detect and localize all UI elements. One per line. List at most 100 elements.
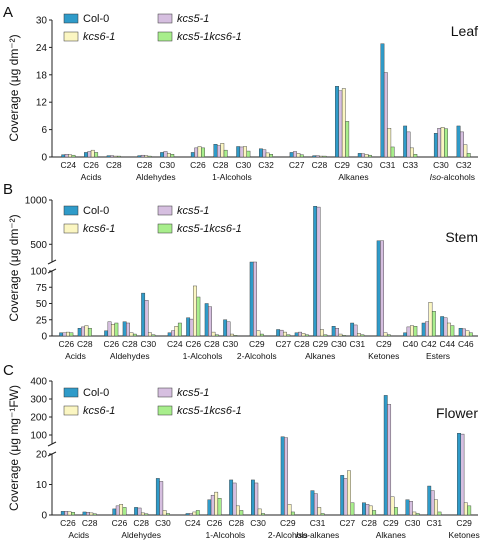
bar-flower-1-alcohols-c26-kcs5-1 — [210, 494, 215, 516]
bar-leaf-alkanes-c33-col-0 — [403, 125, 408, 158]
bar-flower-ketones-c29-kcs6-1 — [463, 502, 468, 516]
bar-stem-aldehydes-c30-kcs5-1kcs6-1 — [151, 334, 156, 337]
bar-flower-acids-c26-kcs5-1kcs6-1 — [71, 512, 75, 516]
bar-leaf-1-alcohols-c30-kcs5-1kcs6-1 — [246, 150, 251, 158]
bar-flower-alkanes-c31-col-0 — [427, 485, 432, 516]
bar-leaf-alkanes-c28-kcs5-1kcs6-1 — [322, 155, 327, 158]
bar-leaf-alkanes-c29-kcs6-1 — [341, 88, 346, 158]
bar-leaf-1-alcohols-c30-col-0 — [236, 146, 241, 158]
bar-stem-esters-c46-kcs6-1 — [465, 330, 470, 337]
bar-leaf-alkanes-c31-col-0 — [380, 43, 385, 158]
y-axis-label-stem: Coverage (μg dm⁻²) — [7, 214, 21, 321]
x-tick-label-leaf-2-1: C28 — [213, 160, 229, 170]
bar-leaf-alkanes-c31-kcs5-1 — [383, 72, 388, 158]
x-tick-label-leaf-2-0: C26 — [190, 160, 206, 170]
bar-stem-2-alcohols-c29-col-0 — [249, 261, 254, 337]
axes-layer — [47, 19, 478, 516]
bar-stem-acids-c28-col-0 — [77, 328, 82, 337]
bar-leaf-alkanes-c30-col-0 — [357, 153, 362, 158]
group-label-rest: -alcohols — [441, 172, 475, 182]
bar-flower-alkanes-c29-kcs5-1kcs6-1 — [394, 507, 398, 516]
bar-flower-iso-alkanes-c31-kcs6-1 — [317, 507, 322, 516]
bar-stem-aldehydes-c30-kcs5-1 — [144, 300, 149, 337]
bar-leaf-iso-alcohols-c30-kcs5-1kcs6-1 — [444, 128, 448, 158]
bar-stem-alkanes-c29-kcs6-1 — [320, 329, 324, 337]
legend-swatch-leaf-col-0 — [63, 13, 79, 24]
bar-stem-esters-c40-kcs5-1 — [406, 326, 411, 337]
bar-stem-1-alcohols-c24-kcs5-1 — [171, 330, 175, 337]
bar-leaf-alkanes-c33-kcs6-1 — [410, 147, 414, 158]
y-tick-label-stem-3: 75 — [36, 283, 48, 294]
legend-label-stem-kcs6-1: kcs6-1 — [83, 223, 115, 235]
bar-leaf-1-alcohols-c26-kcs6-1 — [197, 146, 202, 158]
bar-flower-alkanes-c30-kcs6-1 — [412, 511, 417, 516]
bar-stem-alkanes-c28-kcs5-1kcs6-1 — [304, 334, 309, 337]
bar-flower-acids-c26-kcs5-1 — [64, 511, 69, 516]
bar-flower-1-alcohols-c28-kcs5-1kcs6-1 — [239, 510, 244, 516]
bar-stem-alkanes-c31-kcs5-1 — [353, 324, 358, 337]
bar-stem-acids-c26-kcs5-1 — [62, 332, 67, 337]
x-tick-label-flower-1-2: C30 — [155, 518, 171, 528]
bar-stem-acids-c28-kcs5-1kcs6-1 — [87, 328, 92, 337]
bar-leaf-alkanes-c27-kcs5-1 — [293, 151, 297, 158]
x-tick-label-flower-4-0: C31 — [310, 518, 326, 528]
group-label-stem-0: Acids — [65, 351, 86, 361]
bar-stem-alkanes-c28-kcs5-1 — [298, 331, 302, 337]
group-label-leaf-2: 1-Alcohols — [212, 172, 252, 182]
legend-swatch-flower-col-0 — [63, 387, 79, 398]
group-label-leaf-4: Iso-alcohols — [430, 172, 475, 182]
group-label-italic-prefix: Iso — [430, 172, 442, 182]
bar-stem-alkanes-c27-col-0 — [276, 329, 281, 337]
group-label-stem-3: 2-Alcohols — [237, 351, 277, 361]
bar-flower-acids-c26-col-0 — [60, 511, 65, 516]
bar-leaf-alkanes-c31-kcs5-1kcs6-1 — [390, 146, 395, 158]
panel-label-stem: B — [3, 181, 13, 198]
tissue-title-leaf: Leaf — [451, 23, 478, 39]
bar-flower-alkanes-c28-kcs6-1 — [368, 505, 373, 516]
bar-flower-alkanes-c28-col-0 — [362, 502, 366, 516]
y-tick-label-flower-5: 300 — [30, 395, 47, 406]
bar-leaf-acids-c26-kcs5-1 — [87, 151, 92, 158]
group-label-flower-1: Aldehydes — [121, 530, 161, 540]
bar-flower-iso-alkanes-c31-kcs5-1kcs6-1 — [320, 513, 325, 516]
axis-break-mark-stem-1 — [47, 259, 57, 265]
group-label-flower-2: 1-Alcohols — [206, 530, 246, 540]
y-tick-label-leaf-0: 0 — [41, 153, 47, 164]
group-label-stem-4: Alkanes — [305, 351, 335, 361]
bar-leaf-acids-c28-col-0 — [106, 155, 111, 158]
bar-stem-aldehydes-c26-kcs5-1kcs6-1 — [114, 322, 119, 337]
bar-flower-iso-alkanes-c31-kcs5-1 — [313, 493, 318, 516]
bar-stem-acids-c26-kcs5-1kcs6-1 — [69, 332, 74, 337]
y-tick-label-stem-0: 0 — [41, 332, 47, 343]
bar-flower-1-alcohols-c24-col-0 — [185, 513, 190, 516]
bar-stem-esters-c44-kcs6-1 — [447, 322, 451, 337]
x-tick-label-stem-6-3: C46 — [458, 339, 474, 349]
legend-swatch-leaf-kcs5-1kcs6-1 — [157, 31, 173, 42]
y-tick-label-flower-1: 10 — [36, 480, 48, 491]
legend-label-leaf-kcs5-1: kcs5-1 — [177, 13, 209, 25]
legend-swatch-flower-kcs5-1 — [157, 387, 173, 398]
x-tick-label-leaf-3-4: C31 — [380, 160, 396, 170]
bar-stem-1-alcohols-c24-kcs6-1 — [174, 326, 179, 337]
bar-leaf-alkanes-c27-kcs6-1 — [296, 153, 301, 158]
axis-break-mark-flower-1 — [47, 441, 57, 447]
bar-flower-1-alcohols-c26-col-0 — [207, 499, 212, 516]
bar-leaf-acids-c24-col-0 — [61, 154, 66, 158]
bar-stem-alkanes-c31-col-0 — [350, 322, 355, 337]
bar-flower-1-alcohols-c24-kcs5-1kcs6-1 — [195, 510, 200, 516]
bar-flower-aldehydes-c28-kcs5-1kcs6-1 — [144, 513, 149, 516]
x-tick-label-flower-2-1: C26 — [207, 518, 223, 528]
bar-stem-aldehydes-c28-kcs5-1 — [126, 322, 130, 337]
bar-leaf-1-alcohols-c28-kcs5-1kcs6-1 — [223, 149, 228, 158]
bar-stem-esters-c44-kcs5-1 — [443, 317, 448, 337]
y-axis-label-leaf: Coverage (μg dm⁻²) — [7, 34, 21, 141]
bar-stem-acids-c26-col-0 — [59, 332, 64, 337]
bar-leaf-1-alcohols-c30-kcs6-1 — [243, 146, 247, 158]
bar-stem-1-alcohols-c24-kcs5-1kcs6-1 — [177, 322, 182, 337]
x-tick-label-stem-0-0: C26 — [58, 339, 74, 349]
bar-flower-1-alcohols-c30-kcs6-1 — [257, 508, 262, 516]
bar-flower-ketones-c29-kcs5-1kcs6-1 — [467, 505, 472, 516]
bar-flower-alkanes-c31-kcs5-1kcs6-1 — [437, 511, 442, 516]
bar-flower-1-alcohols-c26-kcs6-1 — [214, 491, 219, 516]
